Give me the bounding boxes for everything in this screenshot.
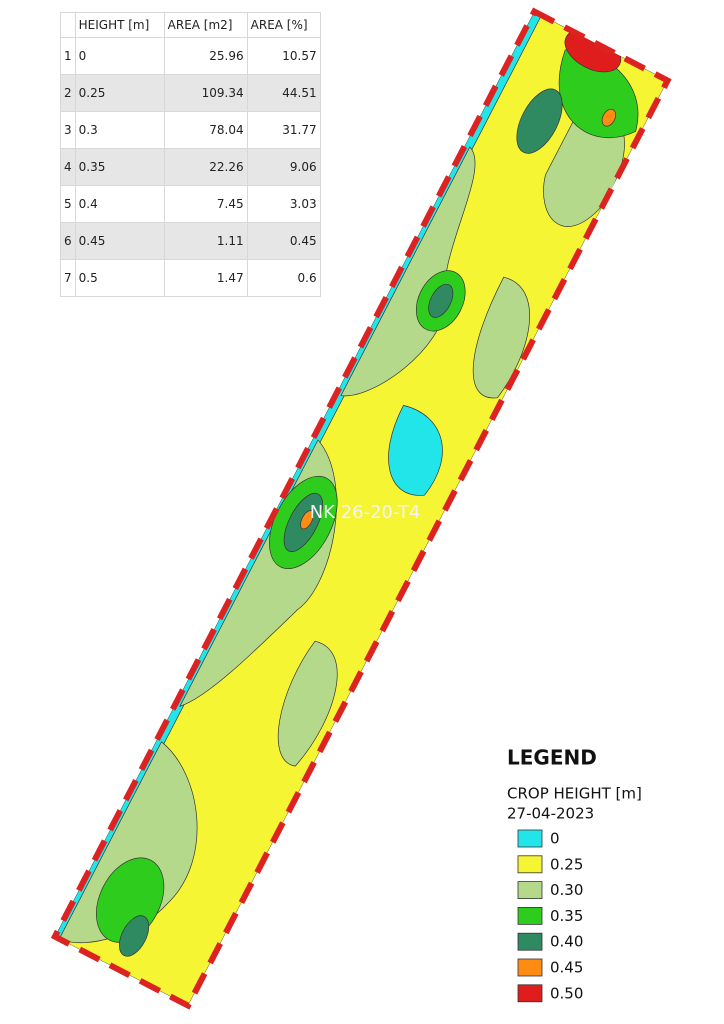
table-cell: 1.11	[163, 222, 248, 260]
table-cell: 10.57	[246, 37, 321, 75]
area-table: HEIGHT [m] AREA [m2] AREA [%] 1 0 25.96 10.…	[60, 12, 321, 297]
zone	[119, 915, 150, 957]
table-row: 6 0.45 1.11 0.45	[60, 222, 321, 260]
header-cell: AREA [m2]	[163, 12, 248, 38]
legend-swatch	[517, 932, 543, 951]
row-index: 4	[60, 148, 76, 186]
table-row: 3 0.3 78.04 31.77	[60, 111, 321, 149]
zone	[516, 88, 563, 154]
table-cell: 25.96	[163, 37, 248, 75]
field-boundary	[50, 7, 672, 1010]
legend-label: 0.35	[550, 907, 583, 925]
table-cell: 0.5	[74, 259, 165, 297]
legend-swatch	[517, 958, 543, 977]
legend-label: 0.45	[550, 959, 583, 977]
table-cell: 44.51	[246, 74, 321, 112]
zone	[277, 640, 338, 767]
table-cell: 0.45	[74, 222, 165, 260]
table-cell: 109.34	[163, 74, 248, 112]
legend-swatch	[517, 829, 543, 848]
legend-label: 0.40	[550, 933, 583, 951]
row-index: 6	[60, 222, 76, 260]
legend-title: LEGEND	[507, 746, 597, 770]
legend-label: 0.30	[550, 881, 583, 899]
zone	[428, 283, 454, 318]
header-cell: AREA [%]	[246, 12, 321, 38]
header-cell: HEIGHT [m]	[74, 12, 165, 38]
table-cell: 9.06	[246, 148, 321, 186]
legend-swatch	[517, 855, 543, 874]
table-cell: 7.45	[163, 185, 248, 223]
legend-label: 0.25	[550, 855, 583, 873]
legend-label: 0.50	[550, 984, 583, 1002]
legend-swatch	[517, 881, 543, 899]
table-row: 1 0 25.96 10.57	[60, 37, 321, 75]
zone	[300, 510, 314, 530]
legend-swatch	[517, 907, 543, 925]
legend-swatch	[517, 984, 543, 1003]
table-row: 2 0.25 109.34 44.51	[60, 74, 321, 112]
table-cell: 0.45	[246, 222, 321, 260]
zone	[472, 276, 530, 399]
table-header: HEIGHT [m] AREA [m2] AREA [%]	[60, 12, 321, 38]
field-label: NK 26-20-T4	[310, 502, 421, 523]
table-cell: 0.25	[74, 74, 165, 112]
legend-label: 0	[550, 830, 560, 848]
table-cell: 31.77	[246, 111, 321, 149]
table-cell: 0.6	[246, 259, 321, 297]
table-cell: 1.47	[163, 259, 248, 297]
table-cell: 78.04	[163, 111, 248, 149]
table-cell: 22.26	[163, 148, 248, 186]
legend-subtitle: CROP HEIGHT [m]	[507, 785, 642, 803]
table-row: 5 0.4 7.45 3.03	[60, 185, 321, 223]
table-row: 7 0.5 1.47 0.6	[60, 259, 321, 297]
zone	[601, 108, 616, 127]
field	[50, 7, 672, 1010]
zone	[388, 404, 443, 496]
table-cell: 0	[74, 37, 165, 75]
table-cell: 0.4	[74, 185, 165, 223]
legend-date: 27-04-2023	[507, 805, 594, 823]
